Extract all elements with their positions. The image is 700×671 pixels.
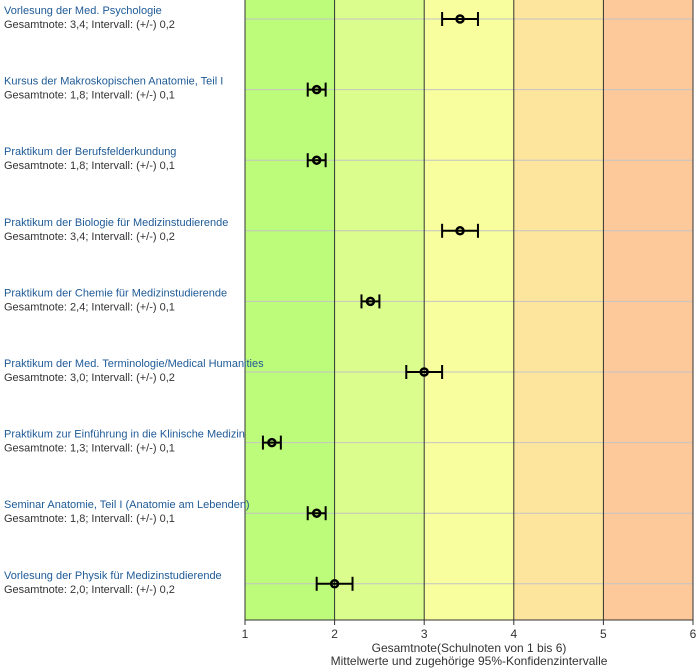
x-axis-title: Gesamtnote(Schulnoten von 1 bis 6) [372, 641, 567, 655]
mean-point [455, 14, 465, 24]
item-title: Praktikum der Berufsfelderkundung [4, 146, 176, 158]
item-summary: Gesamtnote: 3,4; Intervall: (+/-) 0,2 [4, 19, 175, 31]
mean-point [311, 155, 322, 165]
grade-band [513, 0, 604, 620]
item-summary: Gesamtnote: 1,3; Intervall: (+/-) 0,1 [4, 443, 175, 455]
item-summary: Gesamtnote: 3,4; Intervall: (+/-) 0,2 [4, 231, 175, 243]
x-tick-label: 5 [600, 627, 607, 641]
item-title: Praktikum der Chemie für Medizinstudiere… [4, 287, 227, 299]
x-tick-label: 1 [242, 627, 249, 641]
item-title: Praktikum der Med. Terminologie/Medical … [4, 358, 264, 370]
x-tick-label: 4 [510, 627, 517, 641]
mean-point [267, 437, 277, 448]
mean-point [311, 508, 322, 518]
item-title: Vorlesung der Med. Psychologie [4, 5, 162, 17]
item-title: Seminar Anatomie, Teil I (Anatomie am Le… [4, 499, 250, 511]
item-summary: Gesamtnote: 1,8; Intervall: (+/-) 0,1 [4, 513, 175, 525]
item-summary: Gesamtnote: 2,4; Intervall: (+/-) 0,1 [4, 301, 175, 313]
item-title: Praktikum der Biologie für Medizinstudie… [4, 217, 228, 229]
item-summary: Gesamtnote: 3,0; Intervall: (+/-) 0,2 [4, 372, 175, 384]
x-tick-label: 3 [421, 627, 428, 641]
grade-band [424, 0, 514, 620]
mean-point [365, 296, 376, 307]
item-summary: Gesamtnote: 1,8; Intervall: (+/-) 0,1 [4, 160, 175, 172]
grade-band [245, 0, 335, 620]
x-axis-subtitle: Mittelwerte und zugehörige 95%-Konfidenz… [331, 654, 608, 668]
mean-point [311, 84, 322, 95]
x-tick-label: 2 [331, 627, 338, 641]
mean-point [329, 579, 340, 589]
x-tick-label: 6 [690, 627, 697, 641]
mean-point [419, 367, 429, 377]
grade-band [334, 0, 425, 620]
item-summary: Gesamtnote: 1,8; Intervall: (+/-) 0,1 [4, 90, 175, 102]
mean-point [455, 226, 465, 236]
grade-band [603, 0, 693, 620]
item-summary: Gesamtnote: 2,0; Intervall: (+/-) 0,2 [4, 584, 175, 596]
item-title: Praktikum zur Einführung in die Klinisch… [4, 429, 245, 441]
item-title: Kursus der Makroskopischen Anatomie, Tei… [4, 76, 223, 88]
item-title: Vorlesung der Physik für Medizinstudiere… [4, 570, 222, 582]
